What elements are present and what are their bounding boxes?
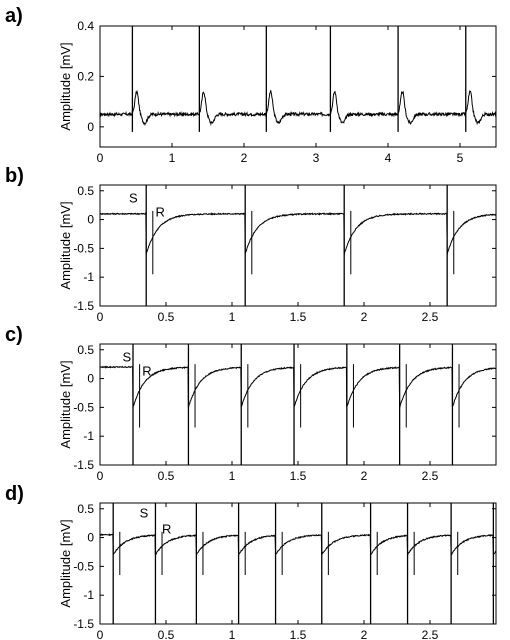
- x-tick-label: 2.5: [422, 469, 439, 483]
- y-tick-label: 0: [87, 213, 94, 227]
- y-tick-label: -1.5: [73, 458, 94, 472]
- annotation-s: S: [122, 349, 131, 364]
- x-tick-label: 0: [97, 310, 104, 324]
- plot-area: [99, 184, 497, 307]
- panel-label: c): [5, 324, 23, 346]
- y-tick-label: -1: [83, 588, 94, 602]
- plot-area: [99, 502, 497, 625]
- x-tick-label: 1: [169, 151, 176, 165]
- y-tick-label: -0.5: [73, 559, 94, 573]
- annotation-r: R: [162, 522, 171, 537]
- panel-label: d): [5, 483, 24, 505]
- y-tick-label: 0.5: [77, 343, 94, 357]
- y-tick-label: -0.5: [73, 241, 94, 255]
- y-tick-label: 0.4: [77, 19, 94, 33]
- x-tick-label: 0: [97, 151, 104, 165]
- annotation-s: S: [129, 190, 138, 205]
- panel-c: c) Amplitude [mV] 0 0.5 1 1.5 2 2.5 -1.5 -1 -0.5 0 0…: [5, 324, 497, 483]
- x-tick-label: 1: [229, 628, 236, 640]
- y-axis-label: Amplitude [mV]: [58, 360, 73, 448]
- x-tick-label: 0.5: [158, 469, 175, 483]
- y-tick-label: 0.2: [77, 69, 94, 83]
- panel-b: b) Amplitude [mV] 0 0.5 1 1.5 2 2.5 -1.5 -1 -0.5 0 0…: [5, 165, 497, 324]
- x-tick-label: 1.5: [290, 469, 307, 483]
- y-tick-label: 0: [87, 120, 94, 134]
- y-tick-label: 0: [87, 372, 94, 386]
- panel-label: a): [5, 5, 23, 27]
- signal-trace: [100, 365, 496, 408]
- x-tick-label: 1.5: [290, 310, 307, 324]
- y-tick-label: -0.5: [73, 400, 94, 414]
- signal-trace: [100, 533, 496, 557]
- y-tick-label: -1: [83, 429, 94, 443]
- annotation-r: R: [155, 205, 164, 220]
- y-tick-label: -1: [83, 270, 94, 284]
- x-tick-label: 0.5: [158, 628, 175, 640]
- panel-d: d) Amplitude [mV] 0 0.5 1 1.5 2 2.5 -1.5 -1 -0.5 0 0…: [5, 483, 497, 640]
- x-tick-label: 0: [97, 469, 104, 483]
- panel-label: b): [5, 165, 24, 187]
- y-tick-label: -1.5: [73, 617, 94, 631]
- x-tick-label: 5: [457, 151, 464, 165]
- annotation-r: R: [142, 364, 151, 379]
- y-tick-label: 0.5: [77, 184, 94, 198]
- x-tick-label: 1: [229, 469, 236, 483]
- x-tick-label: 2: [361, 628, 368, 640]
- y-axis-label: Amplitude [mV]: [58, 519, 73, 607]
- plot-area: [99, 25, 497, 148]
- x-tick-label: 2.5: [422, 628, 439, 640]
- x-tick-label: 2.5: [422, 310, 439, 324]
- x-tick-label: 1.5: [290, 628, 307, 640]
- signal-trace: [100, 212, 496, 255]
- signal-trace: [100, 89, 496, 126]
- x-tick-label: 3: [313, 151, 320, 165]
- x-tick-label: 2: [361, 310, 368, 324]
- x-tick-label: 2: [361, 469, 368, 483]
- x-tick-label: 4: [385, 151, 392, 165]
- y-tick-label: -1.5: [73, 299, 94, 313]
- x-tick-label: 2: [241, 151, 248, 165]
- y-tick-label: 0: [87, 531, 94, 545]
- x-tick-label: 1: [229, 310, 236, 324]
- y-tick-label: 0.5: [77, 502, 94, 516]
- plot-area: [99, 343, 497, 466]
- y-axis-label: Amplitude [mV]: [58, 42, 73, 130]
- y-axis-label: Amplitude [mV]: [58, 201, 73, 289]
- panel-a: a) Amplitude [mV] 0 1 2 3 4 5 0 0.2 0.4: [5, 5, 497, 165]
- annotation-s: S: [140, 505, 149, 520]
- x-tick-label: 0.5: [158, 310, 175, 324]
- x-tick-label: 0: [97, 628, 104, 640]
